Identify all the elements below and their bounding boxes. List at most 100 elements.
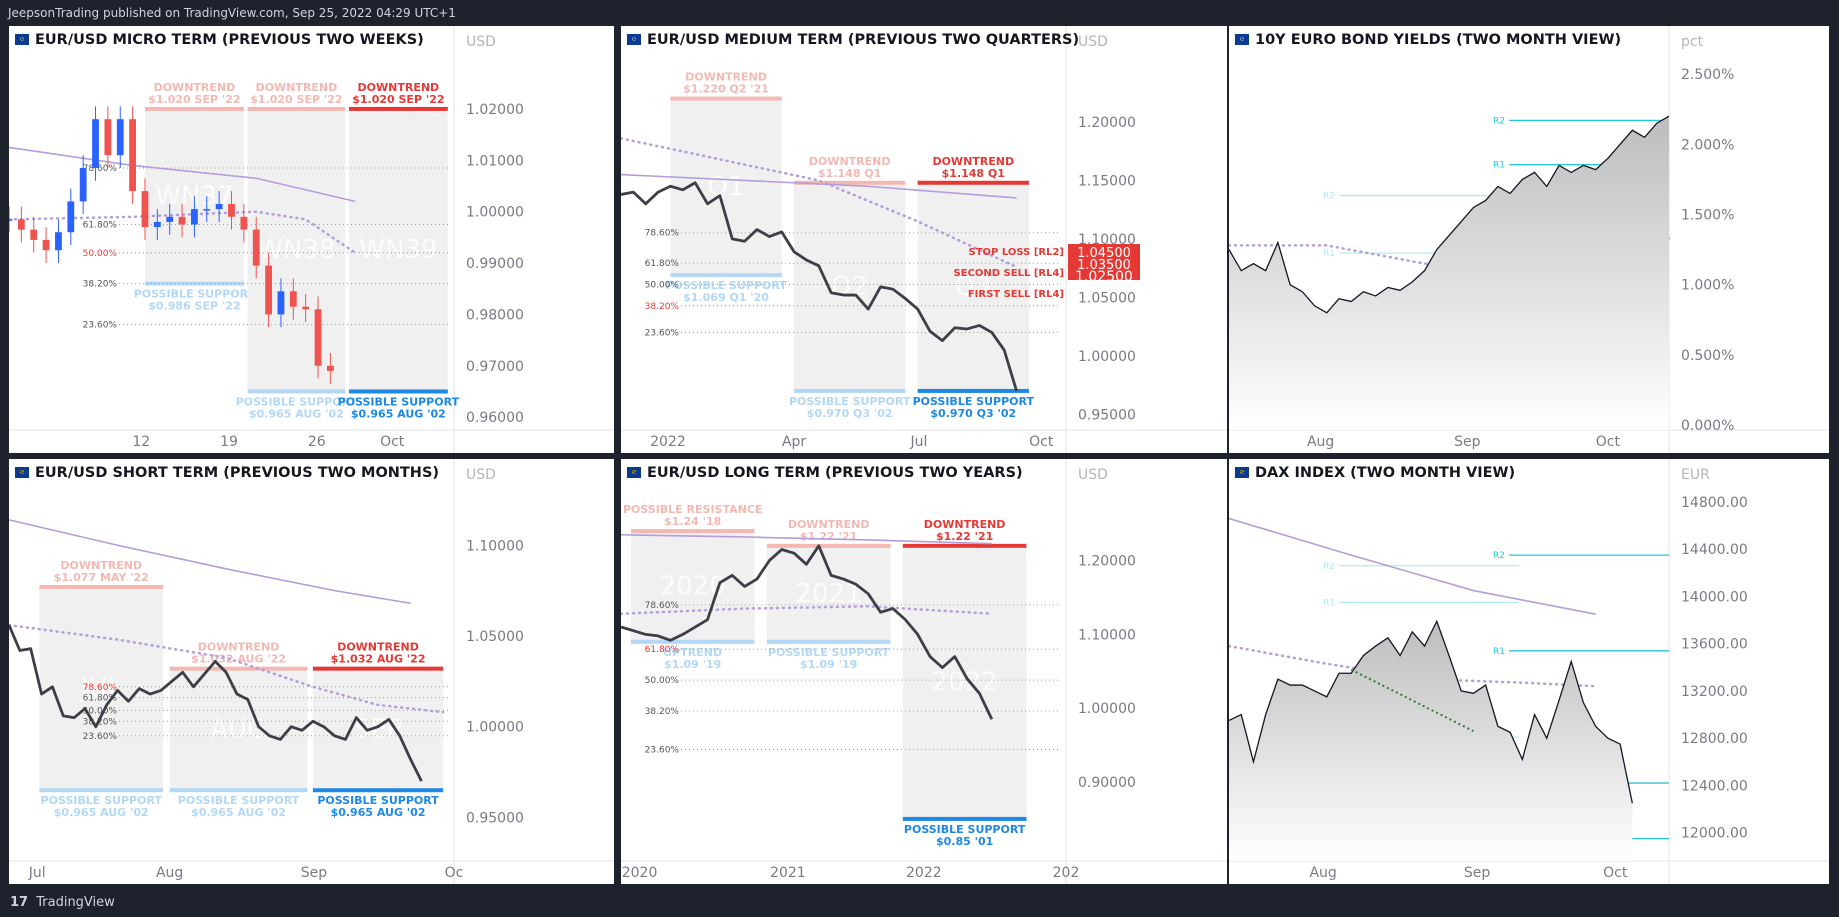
zone-top-label: DOWNTREND <box>788 518 870 531</box>
eu-flag-icon <box>15 467 29 478</box>
x-tick-label: Oct <box>1603 865 1628 881</box>
currency-label: USD <box>466 467 496 483</box>
candle-body <box>153 221 161 228</box>
candle-body <box>17 219 25 230</box>
short-moving-average <box>621 137 1018 269</box>
y-tick-label: 0.500% <box>1681 348 1734 364</box>
short-moving-average <box>9 623 445 714</box>
zone-bottom-label: POSSIBLE SUPPORT <box>317 794 439 807</box>
zone-watermark: Q3 <box>955 272 992 302</box>
chart-title[interactable]: DAX INDEX (TWO MONTH VIEW) <box>1235 465 1515 481</box>
zone-box <box>348 108 448 392</box>
x-tick-label: 202 <box>1053 865 1080 881</box>
fib-level-label: 78.60% <box>83 164 118 174</box>
candle-body <box>129 119 137 192</box>
zone-top-label: DOWNTREND <box>337 641 419 654</box>
candle-body <box>302 306 310 310</box>
candle-body <box>42 239 50 251</box>
x-tick-label: 12 <box>132 434 150 450</box>
currency-label: EUR <box>1681 467 1710 483</box>
x-tick-label: Jul <box>909 434 927 450</box>
y-tick-label: 1.15000 <box>1078 173 1136 189</box>
zone-top-label: DOWNTREND <box>924 518 1006 531</box>
chart-title-text: EUR/USD LONG TERM (PREVIOUS TWO YEARS) <box>647 465 1023 481</box>
x-tick-label: 2020 <box>622 865 658 881</box>
x-tick-label: Oc <box>445 865 464 881</box>
chart-title[interactable]: EUR/USD SHORT TERM (PREVIOUS TWO MONTHS) <box>15 465 439 481</box>
zone-top-price: $1.148 Q1 <box>818 167 881 180</box>
fib-level-label: 23.60% <box>645 746 680 756</box>
order-price-tag: 1.04500 <box>1077 246 1131 261</box>
pivot-level-label: R2 <box>1323 192 1335 202</box>
area-line <box>1229 115 1670 314</box>
pivot-level-label: R1 <box>1493 161 1505 171</box>
y-tick-label: 1.00000 <box>1078 349 1136 365</box>
chart-title[interactable]: EUR/USD MEDIUM TERM (PREVIOUS TWO QUARTE… <box>627 32 1079 48</box>
zone-resistance-bar <box>902 543 1027 548</box>
zone-bottom-label: POSSIBLE SUPPORT <box>236 395 358 408</box>
zone-resistance-bar <box>794 180 906 185</box>
y-tick-label: 2.000% <box>1681 137 1734 153</box>
fib-level-label: 38.20% <box>83 717 118 727</box>
fib-level-label: 78.60% <box>645 601 680 611</box>
zone-top-label: POSSIBLE RESISTANCE <box>623 503 762 516</box>
x-tick-label: Oct <box>1029 434 1054 450</box>
dax-index-panel: R2R2R1R1S1S1S2S2EUR14800.0014400.0014000… <box>1229 459 1829 884</box>
pivot-level-label: R2 <box>1493 116 1505 126</box>
zone-top-price: $1.220 Q2 '21 <box>683 83 769 96</box>
pivot-level-label: R1 <box>1493 647 1505 657</box>
zone-bottom-price: $0.970 Q3 '02 <box>807 407 893 420</box>
x-tick-label: 26 <box>308 434 326 450</box>
x-tick-label: Aug <box>1309 865 1336 881</box>
zone-resistance-bar <box>670 96 782 101</box>
zone-top-label: DOWNTREND <box>198 641 280 654</box>
price-line <box>9 624 423 782</box>
zone-top-label: DOWNTREND <box>685 71 767 84</box>
y-tick-label: 1.02000 <box>466 102 524 118</box>
zone-support-bar <box>348 389 448 394</box>
y-tick-label: 0.99000 <box>466 256 524 272</box>
x-tick-label: Aug <box>156 865 183 881</box>
eu-flag-icon <box>1235 34 1249 45</box>
y-tick-label: 0.96000 <box>466 410 524 426</box>
currency-label: USD <box>466 34 496 50</box>
candle-body <box>252 229 260 266</box>
area-fill <box>1229 621 1633 861</box>
fib-level-label: 23.60% <box>83 321 118 331</box>
chart-title[interactable]: EUR/USD MICRO TERM (PREVIOUS TWO WEEKS) <box>15 32 424 48</box>
tradingview-logo-icon[interactable]: 17 <box>10 895 29 910</box>
zone-top-label: DOWNTREND <box>932 155 1014 168</box>
pivot-level-label: R1 <box>1323 598 1335 608</box>
x-tick-label: Apr <box>782 434 806 450</box>
y-tick-label: 12000.00 <box>1681 826 1748 842</box>
chart-title[interactable]: EUR/USD LONG TERM (PREVIOUS TWO YEARS) <box>627 465 1023 481</box>
long-moving-average <box>1229 517 1596 615</box>
area-fill <box>1229 116 1669 430</box>
fib-level-label: 38.20% <box>645 707 680 717</box>
candle-body <box>30 229 38 240</box>
x-tick-label: 2022 <box>650 434 686 450</box>
x-tick-label: 2022 <box>906 865 942 881</box>
chart-title-text: EUR/USD SHORT TERM (PREVIOUS TWO MONTHS) <box>35 465 440 481</box>
pivot-level-label: R1 <box>1323 249 1335 259</box>
zone-top-label: DOWNTREND <box>256 81 338 94</box>
zone-resistance-bar <box>144 106 244 111</box>
short-term-panel: DOWNTREND $1.077 MAY '22 POSSIBLE SUPPORT $… <box>9 459 614 884</box>
zone-support-bar <box>766 639 891 644</box>
chart-title[interactable]: 10Y EURO BOND YIELDS (TWO MONTH VIEW) <box>1235 32 1621 48</box>
currency-label: pct <box>1681 34 1704 50</box>
zone-bottom-label: UPTREND <box>663 646 722 659</box>
fib-level-label: 38.20% <box>83 280 118 290</box>
candle-body <box>277 291 285 315</box>
x-tick-label: 19 <box>220 434 238 450</box>
zone-box <box>39 586 164 791</box>
short-moving-average <box>621 605 994 615</box>
zone-bottom-label: POSSIBLE SUPPORT <box>134 288 256 301</box>
brand-name[interactable]: TradingView <box>36 895 115 910</box>
zone-watermark: Q2 <box>831 272 868 302</box>
zone-bottom-price: $0.85 '01 <box>936 835 993 848</box>
zone-resistance-bar <box>766 543 891 548</box>
zone-top-label: DOWNTREND <box>358 81 440 94</box>
chart-title-text: 10Y EURO BOND YIELDS (TWO MONTH VIEW) <box>1255 32 1622 48</box>
